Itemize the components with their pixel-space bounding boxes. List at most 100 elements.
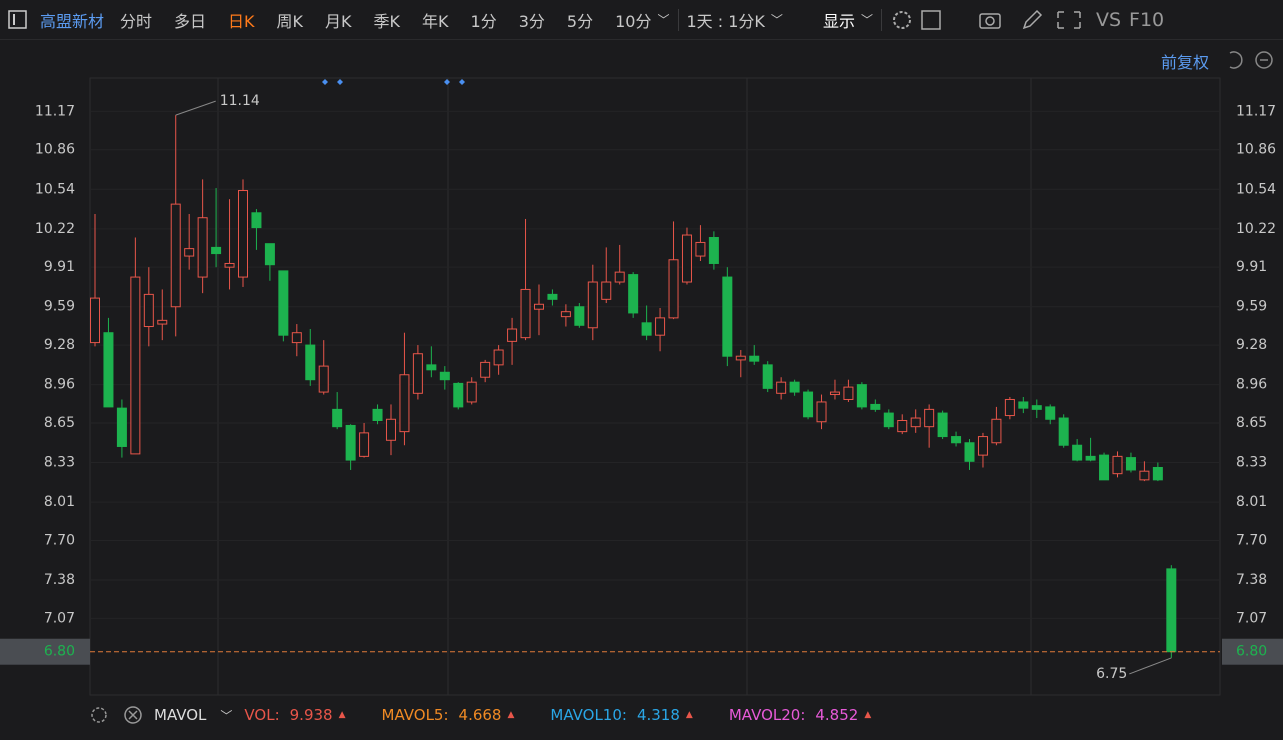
y-tick-label-left: 10.54 xyxy=(35,181,75,197)
candle-body xyxy=(708,237,719,264)
candle-body xyxy=(803,391,814,418)
candle-body xyxy=(964,442,975,462)
period-tabs: 分时 多日 日K 周K 月K 季K 年K 1分 3分 5分 10分 xyxy=(120,8,651,32)
candle-body xyxy=(143,293,154,328)
event-markers[interactable] xyxy=(322,79,465,85)
period-tab[interactable]: 5分 xyxy=(566,11,594,31)
candle-body xyxy=(977,436,988,456)
period-tab[interactable]: 1分 xyxy=(470,11,497,31)
display-menu[interactable]: 显示 xyxy=(822,11,855,31)
candle-body xyxy=(278,270,289,336)
y-tick-label-right: 10.54 xyxy=(1236,181,1276,197)
candle-body xyxy=(426,364,437,371)
candle-body xyxy=(628,274,639,314)
candle-body xyxy=(722,276,733,357)
period-dividers xyxy=(217,78,1032,695)
period-select[interactable]: 1天 : 1分K xyxy=(686,11,765,31)
indicator-icons[interactable] xyxy=(88,704,148,726)
candle-body xyxy=(1018,401,1029,409)
indicator-item-value: 4.318 xyxy=(636,706,680,724)
period-tab[interactable]: 日K xyxy=(228,11,255,31)
y-tick-label-right: 10.86 xyxy=(1236,142,1276,158)
chevron[interactable]: ﹀ xyxy=(770,13,783,27)
candle-body xyxy=(749,355,760,362)
candle-body xyxy=(237,190,248,278)
y-tick-label-left: 7.70 xyxy=(44,532,75,548)
period-tab[interactable]: 3分 xyxy=(518,11,545,31)
indicator-arrow: ▲ xyxy=(338,710,346,720)
y-tick-label-right: 11.17 xyxy=(1236,103,1276,119)
indicator-item-value: 4.852 xyxy=(815,706,859,724)
last-price-box xyxy=(1222,638,1283,665)
candle-body xyxy=(641,322,652,336)
period-tab[interactable]: 分时 xyxy=(120,11,153,31)
candle-body xyxy=(251,212,262,229)
candle-body xyxy=(910,417,921,428)
indicator-item-name: MAVOL5: xyxy=(381,706,449,724)
candle-body xyxy=(157,319,168,325)
candle-body xyxy=(224,262,235,268)
toolbar: 高盟新材 分时 多日 日K 周K 月K 季K 年K 1分 3分 5分 10分 ﹀ 1天 : 1分K … xyxy=(0,0,1283,40)
menu-icon[interactable] xyxy=(8,9,28,30)
candle-body xyxy=(103,332,114,408)
candle-body xyxy=(870,403,881,410)
candle-body xyxy=(829,391,840,396)
y-tick-label-left: 9.28 xyxy=(44,337,75,353)
candle-body xyxy=(90,297,100,344)
y-tick-label-left: 10.22 xyxy=(35,221,75,237)
candle-body xyxy=(264,243,275,266)
candle-body xyxy=(412,353,423,394)
candle-body xyxy=(1112,455,1123,475)
candle-body xyxy=(1152,466,1163,481)
y-tick-label-right: 7.07 xyxy=(1236,610,1267,626)
y-tick-label-right: 8.96 xyxy=(1236,377,1267,393)
indicator-item-name: MAVOL10: xyxy=(550,706,627,724)
adjust-button[interactable]: 前复权 xyxy=(1160,53,1209,72)
candle-body xyxy=(1058,417,1069,446)
chevron[interactable]: ﹀ xyxy=(220,708,233,723)
candle-body xyxy=(1139,470,1150,481)
candle-body xyxy=(332,408,343,428)
max-leader xyxy=(175,100,216,116)
period-tab[interactable]: 周K xyxy=(276,11,304,31)
candle-body xyxy=(655,317,666,336)
tool-icons[interactable] xyxy=(1020,8,1090,32)
y-tick-label-right: 9.28 xyxy=(1236,337,1267,353)
candle-body xyxy=(1004,398,1015,417)
vs-button[interactable]: VS xyxy=(1095,8,1122,31)
f10-button[interactable]: F10 xyxy=(1129,8,1165,31)
candle-body xyxy=(318,365,329,393)
candle-body xyxy=(816,401,827,423)
y-tick-label-left: 7.07 xyxy=(44,610,75,626)
kline-chart: 11.17 11.17 10.86 10.86 10.54 10.54 10.22 10.22… xyxy=(0,77,1283,696)
period-tab[interactable]: 年K xyxy=(422,11,449,31)
candle-body xyxy=(439,371,450,381)
adjust-icons[interactable] xyxy=(1226,49,1276,71)
candle-body xyxy=(507,328,518,342)
candle-body xyxy=(1085,455,1096,461)
last-price-box xyxy=(0,638,90,665)
candle-body xyxy=(991,418,1002,444)
period-tab[interactable]: 10分 xyxy=(615,11,652,31)
chevron[interactable]: ﹀ xyxy=(657,13,670,27)
indicator-name[interactable]: MAVOL xyxy=(154,706,207,724)
candle-body xyxy=(668,259,679,319)
candle-body xyxy=(587,281,598,329)
period-tab[interactable]: 季K xyxy=(373,11,401,31)
candle-body xyxy=(533,303,544,310)
period-tab[interactable]: 多日 xyxy=(174,11,207,31)
y-tick-label-left: 8.96 xyxy=(44,377,75,393)
y-tick-label-right: 8.01 xyxy=(1236,494,1267,510)
candle-body xyxy=(843,386,854,400)
period-tab[interactable]: 月K xyxy=(325,11,352,31)
indicator-arrow: ▲ xyxy=(507,710,515,720)
chevron[interactable]: ﹀ xyxy=(860,13,873,27)
stock-name[interactable]: 高盟新材 xyxy=(40,11,105,31)
tool-icons[interactable] xyxy=(890,8,1020,32)
candle-body xyxy=(897,420,908,433)
candle-body xyxy=(1045,406,1056,420)
candle-body xyxy=(1072,444,1083,461)
candle-body xyxy=(345,424,356,461)
candle-body xyxy=(1166,568,1177,653)
